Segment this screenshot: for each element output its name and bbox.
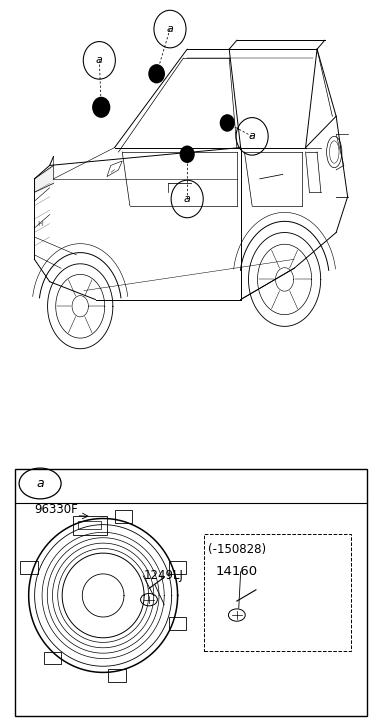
FancyArrowPatch shape	[111, 169, 115, 172]
Circle shape	[180, 146, 194, 162]
Text: a: a	[249, 132, 256, 141]
Text: 96330F: 96330F	[34, 502, 78, 515]
Text: H: H	[37, 220, 43, 227]
Circle shape	[149, 65, 164, 83]
Text: (-150828): (-150828)	[208, 543, 266, 555]
Text: a: a	[96, 55, 103, 65]
Text: 14160: 14160	[216, 565, 258, 578]
Circle shape	[93, 97, 110, 117]
Circle shape	[220, 115, 234, 131]
Text: a: a	[184, 194, 191, 204]
Text: 1249LJ: 1249LJ	[143, 569, 183, 582]
Text: a: a	[36, 477, 44, 490]
Text: a: a	[167, 24, 173, 34]
